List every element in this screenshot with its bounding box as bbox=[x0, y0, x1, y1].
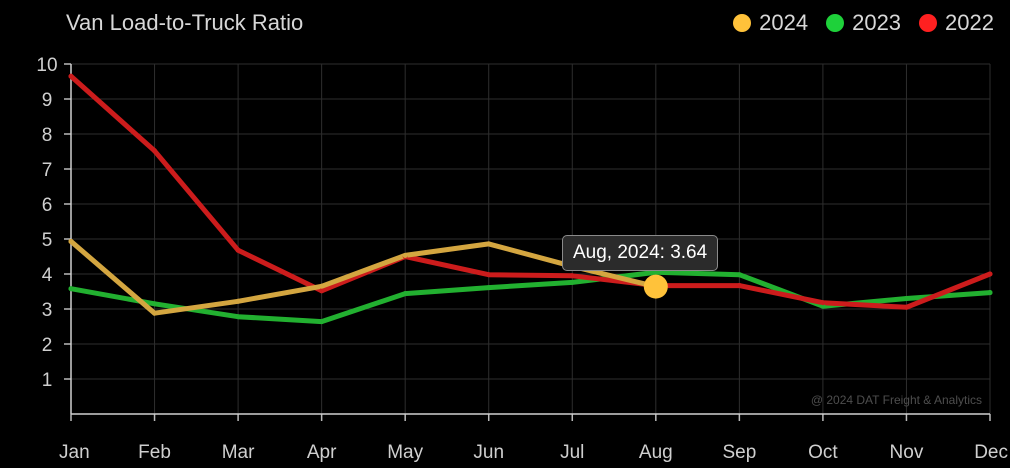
y-tick-label: 6 bbox=[42, 195, 53, 216]
y-tick-labels: 1 2 3 4 5 6 7 8 9 10 bbox=[36, 55, 57, 391]
y-tick-label: 5 bbox=[42, 230, 53, 251]
data-point-2023-jan[interactable] bbox=[68, 286, 74, 292]
data-point-2023-aug[interactable] bbox=[653, 269, 659, 275]
data-point-2023-jun[interactable] bbox=[486, 285, 492, 291]
data-point-2022-feb[interactable] bbox=[152, 148, 158, 154]
y-tick-label: 3 bbox=[42, 300, 53, 321]
x-tick-label-oct: Oct bbox=[808, 442, 838, 463]
x-tick-label-dec: Dec bbox=[974, 442, 1008, 463]
y-tick-label: 4 bbox=[42, 265, 53, 286]
data-point-2023-jul[interactable] bbox=[569, 279, 575, 285]
y-tick-label: 9 bbox=[42, 90, 53, 111]
data-point-2023-oct[interactable] bbox=[820, 303, 826, 309]
x-tick-label-jun: Jun bbox=[473, 442, 504, 463]
data-point-2022-dec[interactable] bbox=[987, 271, 993, 277]
legend-marker-2024 bbox=[733, 14, 752, 32]
legend-label-2023: 2023 bbox=[852, 10, 902, 35]
x-tick-label-jan: Jan bbox=[59, 442, 90, 463]
y-tick-label: 7 bbox=[42, 160, 53, 181]
data-point-2023-mar[interactable] bbox=[235, 314, 241, 320]
data-point-2022-mar[interactable] bbox=[235, 247, 241, 253]
x-tick-labels: Jan Feb Mar Apr May Jun Jul Aug Sep Oct Nov Dec bbox=[59, 442, 1008, 463]
x-tick-label-nov: Nov bbox=[890, 442, 924, 463]
data-point-2022-nov[interactable] bbox=[903, 304, 909, 310]
data-point-2022-apr[interactable] bbox=[319, 288, 325, 294]
legend-label-2022: 2022 bbox=[945, 10, 994, 35]
series-lines bbox=[68, 73, 993, 325]
data-point-2023-may[interactable] bbox=[402, 291, 408, 297]
data-point-2022-jun[interactable] bbox=[486, 272, 492, 278]
legend-label-2024: 2024 bbox=[759, 10, 809, 35]
data-point-2022-jan[interactable] bbox=[68, 73, 74, 79]
y-tick-label: 10 bbox=[36, 55, 57, 76]
data-point-2023-dec[interactable] bbox=[987, 290, 993, 296]
legend-marker-2022 bbox=[919, 14, 938, 32]
watermark: @ 2024 DAT Freight & Analytics bbox=[810, 393, 982, 407]
data-point-2024-may[interactable] bbox=[402, 252, 408, 258]
series-line-2024[interactable] bbox=[68, 238, 659, 316]
data-point-2023-apr[interactable] bbox=[319, 319, 325, 325]
data-point-2024-feb[interactable] bbox=[152, 310, 158, 316]
data-point-2024-jan[interactable] bbox=[68, 238, 74, 244]
grid-lines bbox=[70, 63, 991, 414]
y-tick-label: 1 bbox=[42, 370, 53, 391]
legend-item-2024[interactable]: 2024 bbox=[733, 10, 808, 36]
x-tick-label-jul: Jul bbox=[560, 442, 584, 463]
data-point-2024-apr[interactable] bbox=[319, 283, 325, 289]
data-point-2024-mar[interactable] bbox=[235, 298, 241, 304]
x-tick-label-apr: Apr bbox=[307, 442, 337, 463]
data-point-2022-oct[interactable] bbox=[820, 300, 826, 306]
legend-item-2022[interactable]: 2022 bbox=[919, 10, 994, 36]
data-point-2022-sep[interactable] bbox=[736, 283, 742, 289]
data-point-2023-nov[interactable] bbox=[903, 296, 909, 301]
x-tick-label-mar: Mar bbox=[222, 442, 255, 463]
legend: 2024 2023 2022 bbox=[733, 10, 994, 36]
data-point-2023-sep[interactable] bbox=[736, 272, 742, 278]
x-tick-label-sep: Sep bbox=[722, 442, 756, 463]
y-tick-label: 8 bbox=[42, 125, 53, 146]
series-line-2023[interactable] bbox=[68, 269, 993, 325]
chart-title: Van Load-to-Truck Ratio bbox=[66, 10, 304, 35]
series-line-2022[interactable] bbox=[68, 73, 993, 310]
y-tick-label: 2 bbox=[42, 335, 53, 356]
legend-item-2023[interactable]: 2023 bbox=[826, 10, 901, 36]
data-point-2023-feb[interactable] bbox=[152, 301, 158, 307]
markers bbox=[68, 73, 993, 325]
data-point-2024-jun[interactable] bbox=[486, 241, 492, 247]
highlighted-point[interactable] bbox=[643, 274, 668, 299]
x-tick-label-may: May bbox=[387, 442, 423, 463]
x-tick-label-aug: Aug bbox=[639, 442, 673, 463]
data-point-2022-jul[interactable] bbox=[569, 273, 575, 279]
tooltip: Aug, 2024: 3.64 bbox=[562, 235, 719, 271]
legend-marker-2023 bbox=[826, 14, 845, 32]
axes bbox=[64, 63, 991, 421]
x-tick-label-feb: Feb bbox=[138, 442, 171, 463]
